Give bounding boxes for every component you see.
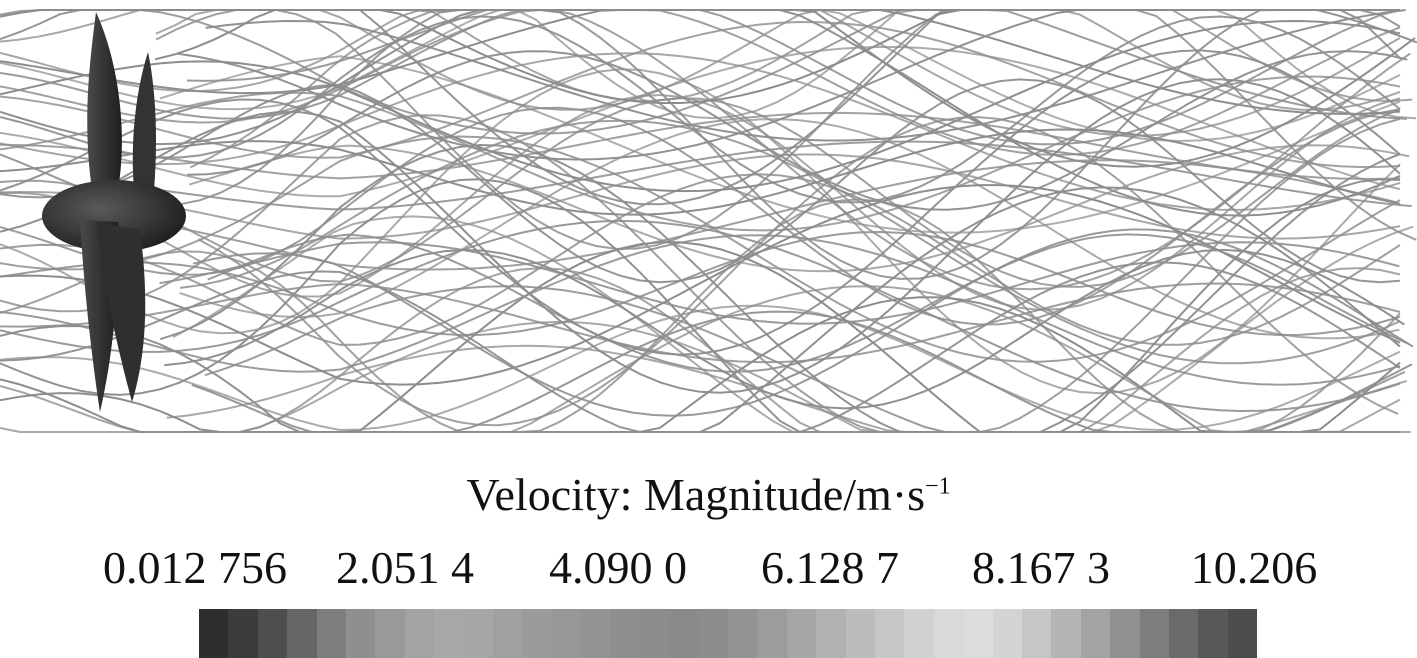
colorbar-swatch	[639, 609, 670, 658]
streamline	[0, 128, 1401, 216]
colorbar-swatch	[816, 609, 846, 658]
streamline	[0, 45, 1401, 198]
colorbar-swatch	[1227, 609, 1258, 658]
streamline	[0, 234, 1401, 386]
streamline-scene	[0, 9, 1417, 433]
colorbar-tick-labels: 0.012 756 2.051 4 4.090 0 6.128 7 8.167 …	[0, 545, 1417, 595]
colorbar-swatch	[1168, 609, 1199, 658]
streamline	[0, 111, 1401, 180]
colorbar-swatch	[375, 609, 405, 658]
colorbar-swatch	[963, 609, 993, 658]
streamline	[0, 19, 1401, 193]
streamline	[0, 9, 1401, 156]
streamline	[0, 320, 1401, 433]
colorbar-swatch	[757, 609, 787, 658]
colorbar-tick-label: 4.090 0	[549, 542, 687, 593]
colorbar-swatch	[228, 609, 258, 658]
streamline	[188, 144, 1410, 273]
streamline	[0, 230, 1401, 337]
colorbar-swatch	[904, 609, 934, 658]
streamline	[0, 75, 1401, 232]
colorbar-swatch	[345, 609, 376, 658]
legend-title: Velocity: Magnitude/m·s−1	[0, 472, 1417, 518]
streamline	[159, 143, 1401, 433]
streamline	[192, 228, 1414, 417]
streamline	[0, 49, 1401, 356]
colorbar-swatch	[698, 609, 729, 658]
propeller-blade-upper-rear	[132, 52, 156, 190]
colorbar-swatch	[728, 609, 758, 658]
streamline	[187, 50, 1408, 211]
colorbar-tick-label: 8.167 3	[972, 542, 1110, 593]
colorbar-swatch	[257, 609, 288, 658]
streamline	[172, 215, 1414, 433]
colorbar-tick-label: 0.012 756	[103, 542, 287, 593]
colorbar-swatch	[199, 609, 229, 658]
colorbar-swatch	[1021, 609, 1052, 658]
streamline	[189, 9, 1411, 291]
streamline	[155, 9, 1417, 250]
colorbar-swatch	[287, 609, 317, 658]
streamline	[0, 304, 1401, 432]
streamline	[0, 282, 1401, 364]
colorbar-swatch	[404, 609, 435, 658]
streamline	[0, 186, 1401, 433]
colorbar-swatch	[522, 609, 552, 658]
colorbar-swatch	[1110, 609, 1140, 658]
streamline	[0, 97, 1401, 288]
streamline	[197, 116, 1399, 427]
legend-title-text: Velocity: Magnitude/m·s	[466, 469, 926, 520]
streamline	[150, 285, 1411, 433]
streamline	[0, 153, 1401, 240]
streamline	[0, 20, 1401, 169]
colorbar-swatch	[316, 609, 346, 658]
colorbar-tick-label: 6.128 7	[761, 542, 899, 593]
colorbar-swatch	[1198, 609, 1228, 658]
colorbar-swatch	[933, 609, 964, 658]
colorbar-swatch	[874, 609, 905, 658]
colorbar-swatch	[992, 609, 1022, 658]
streamlines	[0, 9, 1417, 433]
colorbar-swatch	[610, 609, 640, 658]
streamline	[0, 178, 1401, 433]
streamline	[0, 68, 1401, 395]
colorbar-tick-label: 2.051 4	[336, 542, 474, 593]
propeller-blade-lower-rear	[96, 222, 146, 402]
colorbar-swatch	[434, 609, 464, 658]
streamline	[0, 52, 1401, 211]
colorbar-swatch	[1051, 609, 1081, 658]
colorbar-tick-label: 10.206	[1190, 542, 1318, 593]
colorbar-swatch	[786, 609, 817, 658]
colorbar-swatch	[463, 609, 493, 658]
colorbar-swatch	[1139, 609, 1169, 658]
colorbar-swatch	[845, 609, 875, 658]
legend-title-superscript: −1	[925, 473, 951, 500]
streamline	[154, 9, 1416, 168]
colorbar-swatch	[551, 609, 582, 658]
colorbar-swatch	[669, 609, 699, 658]
propeller-blade-upper	[87, 12, 122, 190]
colorbar-swatch	[1080, 609, 1111, 658]
colorbar-swatch	[492, 609, 523, 658]
propeller	[42, 12, 186, 412]
propeller-hub	[42, 180, 186, 252]
streamline	[179, 118, 1400, 340]
colorbar-swatch	[581, 609, 611, 658]
streamline	[0, 135, 1401, 363]
colorbar	[199, 609, 1258, 658]
